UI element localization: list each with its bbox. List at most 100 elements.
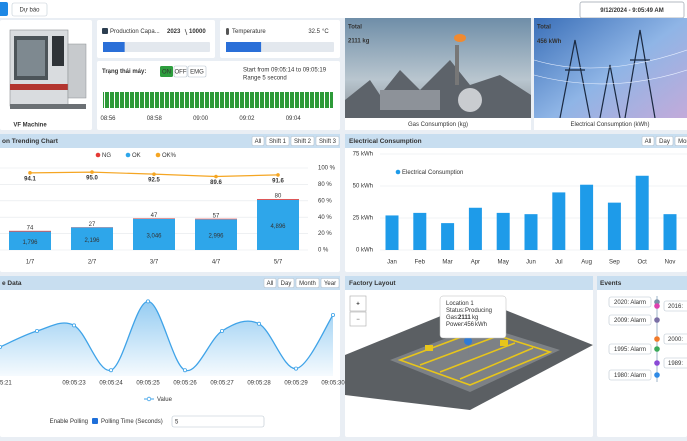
gas-image bbox=[345, 18, 531, 130]
temperature-value: 32.5 bbox=[308, 29, 320, 35]
machine-image bbox=[9, 29, 87, 109]
event-box[interactable] bbox=[608, 296, 652, 308]
legend-label: OK% bbox=[162, 153, 177, 159]
y-tick-label: 0 kWh bbox=[356, 248, 373, 254]
polling-checkbox[interactable] bbox=[92, 418, 98, 424]
zoom-in-label: + bbox=[356, 301, 360, 307]
x-tick-label: 5/7 bbox=[274, 260, 283, 266]
production-value: 2023 bbox=[167, 29, 181, 35]
legend-label: NG bbox=[102, 153, 111, 159]
filter-button[interactable] bbox=[277, 278, 295, 288]
status-button[interactable] bbox=[187, 65, 207, 78]
production-label: Production Capa... bbox=[110, 29, 160, 35]
point bbox=[219, 328, 224, 333]
bar-ng-label: 74 bbox=[27, 225, 34, 231]
event-label: 1995: Alarm bbox=[614, 347, 646, 353]
filter-button[interactable] bbox=[320, 278, 340, 288]
filter-button[interactable] bbox=[641, 136, 655, 146]
legend-label: Electrical Consumption bbox=[402, 170, 463, 176]
filter-button[interactable] bbox=[315, 136, 340, 146]
event-label: 2009: Alarm bbox=[614, 318, 646, 324]
status-button-label: OFF bbox=[175, 69, 187, 75]
filter-button[interactable] bbox=[674, 136, 687, 146]
panel-title: on Trending Chart bbox=[2, 138, 59, 145]
ok-percent-label: 92.5 bbox=[148, 178, 160, 184]
event-box[interactable] bbox=[663, 300, 687, 312]
zoom-out-button[interactable] bbox=[349, 311, 367, 327]
gas-total: 2111 kg bbox=[348, 39, 370, 45]
panel-title: Factory Layout bbox=[349, 280, 396, 287]
bar bbox=[635, 175, 649, 250]
menu-button[interactable] bbox=[0, 2, 8, 16]
event-label: 2020: Alarm bbox=[614, 300, 646, 306]
bar bbox=[468, 207, 482, 250]
x-tick-label: Nov bbox=[665, 260, 676, 266]
y2-tick-label: 60 % bbox=[318, 198, 332, 204]
bar-value-label: 4,896 bbox=[270, 224, 286, 230]
legend-label: OK bbox=[132, 153, 141, 159]
filter-button[interactable] bbox=[251, 136, 265, 146]
zoom-out-label: − bbox=[356, 317, 360, 323]
ok-percent-label: 89.6 bbox=[210, 180, 222, 186]
status-button[interactable] bbox=[173, 65, 188, 78]
x-tick-label: 09:05:26 bbox=[173, 381, 197, 387]
x-tick-label: Aug bbox=[581, 260, 592, 266]
y2-tick-label: 80 % bbox=[318, 182, 332, 188]
x-tick-label: 09:05:23 bbox=[62, 381, 86, 387]
bar-ng-label: 47 bbox=[151, 213, 158, 219]
bar bbox=[413, 212, 427, 250]
bar-ok bbox=[9, 231, 51, 250]
event-box[interactable] bbox=[663, 333, 687, 345]
gas-total-label: Total bbox=[348, 25, 362, 31]
bar-ng-label: 27 bbox=[89, 222, 96, 228]
filter-button-label: Shift 3 bbox=[319, 139, 337, 145]
event-box[interactable] bbox=[608, 314, 652, 326]
y2-tick-label: 100 % bbox=[318, 166, 336, 172]
event-dot bbox=[654, 360, 660, 366]
top-bar bbox=[0, 0, 687, 18]
popup-status-label: Status: bbox=[446, 308, 465, 314]
filter-button[interactable] bbox=[290, 136, 315, 146]
y-tick-label: 75 kWh bbox=[353, 152, 373, 158]
progress-track bbox=[103, 42, 210, 52]
x-tick-label: Jan bbox=[387, 260, 397, 266]
status-x-label: 09:02 bbox=[239, 116, 255, 122]
x-tick-label: 09:05:27 bbox=[210, 381, 234, 387]
slash bbox=[184, 28, 188, 36]
event-label: 2000: bbox=[668, 337, 683, 343]
x-tick-label: 09:05:28 bbox=[247, 381, 271, 387]
filter-button[interactable] bbox=[655, 136, 674, 146]
machine-label: VF Machine bbox=[13, 123, 47, 129]
status-button[interactable] bbox=[160, 66, 173, 77]
electric-image bbox=[533, 18, 687, 130]
point bbox=[0, 345, 2, 349]
bar-ng-label: 57 bbox=[213, 213, 220, 219]
tab[interactable] bbox=[11, 2, 48, 17]
x-tick-label: Jun bbox=[526, 260, 536, 266]
x-tick-label: 09:05:25 bbox=[136, 381, 160, 387]
event-box[interactable] bbox=[608, 369, 652, 381]
x-tick-label: Mar bbox=[442, 260, 452, 266]
bar-ng bbox=[195, 218, 237, 220]
event-box[interactable] bbox=[608, 343, 652, 355]
status-range-note: Range 5 second bbox=[243, 76, 287, 82]
event-dot bbox=[654, 372, 660, 378]
bar-ok bbox=[133, 218, 175, 250]
event-box[interactable] bbox=[663, 357, 687, 369]
tab-label: Dự báo bbox=[19, 7, 40, 13]
polling-input[interactable] bbox=[171, 415, 265, 428]
event-label: 1980: Alarm bbox=[614, 373, 646, 379]
zoom-in-button[interactable] bbox=[349, 295, 367, 312]
bar-value-label: 3,046 bbox=[146, 233, 162, 239]
electric-total-label: Total bbox=[537, 25, 551, 31]
bar bbox=[580, 184, 594, 250]
event-dot bbox=[654, 346, 660, 352]
x-tick-label: 09:05:29 bbox=[284, 381, 308, 387]
point bbox=[256, 321, 261, 326]
filter-button[interactable] bbox=[263, 278, 277, 288]
legend-swatch bbox=[95, 152, 101, 158]
filter-button[interactable] bbox=[295, 278, 320, 288]
legend-swatch bbox=[125, 152, 131, 158]
filter-button[interactable] bbox=[265, 136, 290, 146]
polling-time-label: Polling Time (Seconds) bbox=[101, 419, 163, 425]
